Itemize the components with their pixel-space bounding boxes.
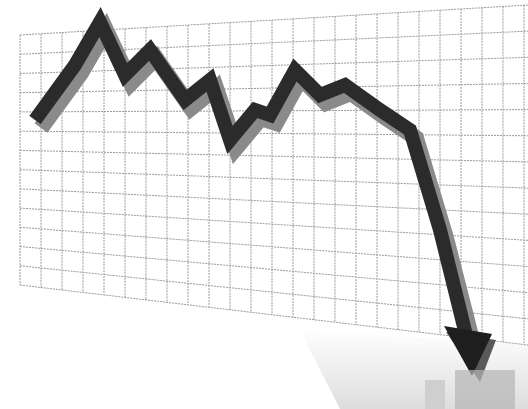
trend-line [29, 6, 473, 337]
grid-line [19, 169, 528, 189]
floor-block [425, 380, 445, 409]
grid-line [19, 265, 528, 320]
grid-line [19, 246, 528, 294]
grid-line [19, 56, 528, 74]
floor-block [455, 370, 515, 409]
grid-line [19, 109, 528, 113]
grid-line [19, 130, 528, 137]
grid [19, 4, 528, 346]
arrow-head [444, 326, 492, 376]
grid-line [19, 284, 528, 346]
grid-line [19, 149, 528, 163]
grid-line [19, 30, 528, 55]
grid-line [19, 82, 528, 94]
